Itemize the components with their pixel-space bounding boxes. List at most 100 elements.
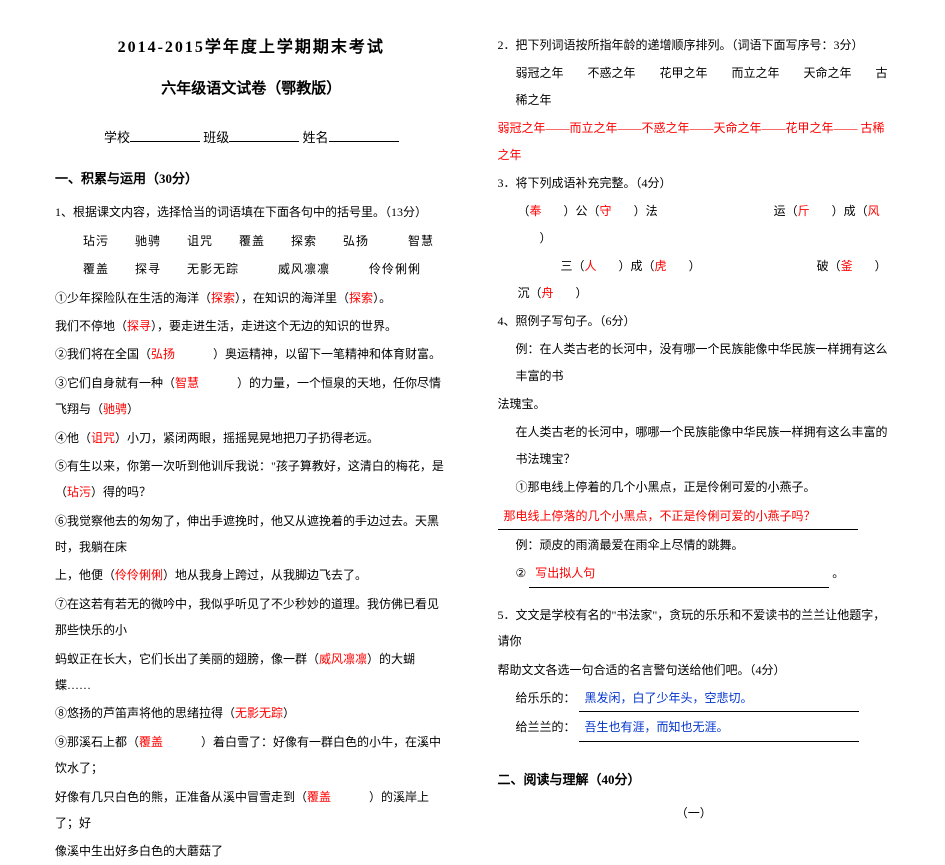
text: （ <box>518 204 530 218</box>
q1-item-6a: ⑥我觉察他去的匆匆了，伸出手遮挽时，他又从遮挽着的手边过去。天黑时，我躺在床 <box>55 508 448 561</box>
q2-answer: 弱冠之年——而立之年——不惑之年——天命之年——花甲之年—— 古稀之年 <box>498 115 891 168</box>
text: ）成（ <box>832 204 868 218</box>
answer: 探索 <box>349 291 373 305</box>
text: ）奥运精神，以留下一笔精神和体育财富。 <box>213 347 441 361</box>
right-column: 2．把下列词语按所指年龄的递增顺序排列。（词语下面写序号：3分） 弱冠之年 不惑… <box>473 30 906 638</box>
q4-item-1: ①那电线上停着的几个小黑点，正是伶俐可爱的小燕子。 <box>498 474 891 500</box>
q2-stem: 2．把下列词语按所指年龄的递增顺序排列。（词语下面写序号：3分） <box>498 32 891 58</box>
name-blank[interactable] <box>329 129 399 142</box>
q1-item-1-cont: 我们不停地（探寻），要走进生活，走进这个无边的知识的世界。 <box>55 313 448 339</box>
text: ）小刀，紧闭两眼，摇摇晃晃地把刀子扔得老远。 <box>115 431 379 445</box>
student-info-line: 学校 班级 姓名 <box>55 124 448 153</box>
answer: 斤 <box>798 204 810 218</box>
text: ） <box>283 706 295 720</box>
text: ）地从我身上跨过，从我脚边飞去了。 <box>163 568 367 582</box>
answer[interactable]: 写出拟人句 <box>529 560 829 587</box>
school-label: 学校 <box>104 130 130 145</box>
text: 好像有几只白色的熊，正准备从溪中冒雪走到（ <box>55 790 307 804</box>
text: ）公（ <box>564 204 600 218</box>
answer: 釜 <box>841 259 853 273</box>
class-label: 班级 <box>203 130 229 145</box>
q1-item-7b: 蚂蚁正在长大，它们长出了美丽的翅膀，像一群（威风凛凛）的大蝴蝶…… <box>55 646 448 699</box>
section-2-sub: （一） <box>498 800 891 826</box>
section-2-head: 二、阅读与理解（40分） <box>498 766 891 795</box>
text: ②我们将在全国（ <box>55 347 151 361</box>
q2-words: 弱冠之年 不惑之年 花甲之年 而立之年 天命之年 古稀之年 <box>498 60 891 113</box>
text: ） <box>576 286 588 300</box>
q1-item-9b: 好像有几只白色的熊，正准备从溪中冒雪走到（覆盖）的溪岸上了；好 <box>55 784 448 837</box>
q3-stem: 3．将下列成语补充完整。（4分） <box>498 170 891 196</box>
answer: 探索 <box>211 291 235 305</box>
text: 破（ <box>817 259 841 273</box>
answer[interactable]: 吾生也有涯，而知也无涯。 <box>579 714 859 741</box>
q5-stem-2: 帮助文文各选一句合适的名言警句送给他们吧。（4分） <box>498 657 891 683</box>
q4-ex1b: 法瑰宝。 <box>498 391 891 417</box>
answer[interactable]: 黑发闲，白了少年头，空悲切。 <box>579 685 859 712</box>
text: 三（ <box>561 259 585 273</box>
text: 蚂蚁正在长大，它们长出了美丽的翅膀，像一群（ <box>55 652 319 666</box>
answer: 探寻 <box>127 319 151 333</box>
text: ）法 <box>634 204 658 218</box>
class-blank[interactable] <box>229 129 299 142</box>
answer: 玷污 <box>67 485 91 499</box>
text: ），要走进生活，走进这个无边的知识的世界。 <box>151 319 397 333</box>
answer: 驰骋 <box>103 402 127 416</box>
text: ③它们自身就有一种（ <box>55 376 175 390</box>
q1-item-1: ①少年探险队在生活的海洋（探索），在知识的海洋里（探索）。 <box>55 285 448 311</box>
spacer <box>498 590 891 600</box>
text: ①少年探险队在生活的海洋（ <box>55 291 211 305</box>
label: 给乐乐的： <box>516 691 576 705</box>
q4-item-2: ② 写出拟人句 。 <box>498 560 891 587</box>
q1-wordbank-2: 覆盖 探寻 无影无踪 威风凛凛 伶伶俐俐 <box>55 256 448 282</box>
text: ），在知识的海洋里（ <box>235 291 349 305</box>
label: 给兰兰的： <box>516 720 576 734</box>
section-1-head: 一、积累与运用（30分） <box>55 165 448 194</box>
text: ） <box>540 231 552 245</box>
q1-item-9a: ⑨那溪石上都（覆盖）着白雪了：好像有一群白色的小牛，在溪中饮水了； <box>55 729 448 782</box>
left-column: 2014-2015学年度上学期期末考试 六年级语文试卷（鄂教版） 学校 班级 姓… <box>40 30 473 638</box>
q1-item-8: ⑧悠扬的芦笛声将他的思绪拉得（无影无踪） <box>55 700 448 726</box>
q4-ex1a: 例：在人类古老的长河中，没有哪一个民族能像中华民族一样拥有这么丰富的书 <box>498 336 891 389</box>
text: ④他（ <box>55 431 91 445</box>
dot: 。 <box>832 566 844 580</box>
text: ）。 <box>373 291 391 305</box>
school-blank[interactable] <box>130 129 200 142</box>
answer: 覆盖 <box>307 790 331 804</box>
q1-item-3: ③它们自身就有一种（智慧）的力量，一个恒泉的天地，任你尽情飞翔与（驰骋） <box>55 370 448 423</box>
spacer <box>498 744 891 758</box>
text: 我们不停地（ <box>55 319 127 333</box>
name-label: 姓名 <box>303 130 329 145</box>
q4-ex1c: 在人类古老的长河中，哪哪一个民族能像中华民族一样拥有这么丰富的书法瑰宝？ <box>498 419 891 472</box>
text: 上，他便（ <box>55 568 115 582</box>
q1-item-9c: 像溪中生出好多白色的大蘑菇了 <box>55 838 448 864</box>
text: ⑧悠扬的芦笛声将他的思绪拉得（ <box>55 706 235 720</box>
text: ② <box>516 566 527 580</box>
answer: 无影无踪 <box>235 706 283 720</box>
q3-row-2: 三（人）成（虎） 破（釜）沉（舟） <box>498 253 891 306</box>
text: ）成（ <box>619 259 655 273</box>
text: ）得的吗？ <box>91 485 151 499</box>
q1-item-7a: ⑦在这若有若无的微吟中，我似乎听见了不少秒妙的道理。我仿佛已看见那些快乐的小 <box>55 591 448 644</box>
answer: 威风凛凛 <box>319 652 367 666</box>
q5-answer-2: 给兰兰的： 吾生也有涯，而知也无涯。 <box>498 714 891 741</box>
answer: 虎 <box>655 259 667 273</box>
answer: 弘扬 <box>151 347 175 361</box>
answer: 覆盖 <box>139 735 163 749</box>
q1-item-6b: 上，他便（伶伶俐俐）地从我身上跨过，从我脚边飞去了。 <box>55 562 448 588</box>
answer: 守 <box>600 204 612 218</box>
answer[interactable]: 那电线上停落的几个小黑点，不正是伶俐可爱的小燕子吗？ <box>498 503 858 530</box>
answer: 舟 <box>542 286 554 300</box>
text: ） <box>689 259 701 273</box>
q1-item-2: ②我们将在全国（弘扬 ）奥运精神，以留下一笔精神和体育财富。 <box>55 341 448 367</box>
answer: 风 <box>868 204 880 218</box>
q3-row-1: （奉 ）公（守 ）法 运（斤 ）成（风 ） <box>498 198 891 251</box>
answer: 诅咒 <box>91 431 115 445</box>
text: ⑨那溪石上都（ <box>55 735 139 749</box>
text: ） <box>127 402 139 416</box>
answer: 伶伶俐俐 <box>115 568 163 582</box>
text: 运（ <box>774 204 798 218</box>
exam-title-2: 六年级语文试卷（鄂教版） <box>55 73 448 106</box>
answer: 奉 <box>530 204 542 218</box>
q1-item-5: ⑤有生以来，你第一次听到他训斥我说："孩子算教好，这清白的梅花，是（玷污）得的吗… <box>55 453 448 506</box>
q4-item-1-answer-line: 那电线上停落的几个小黑点，不正是伶俐可爱的小燕子吗？ <box>498 503 891 530</box>
